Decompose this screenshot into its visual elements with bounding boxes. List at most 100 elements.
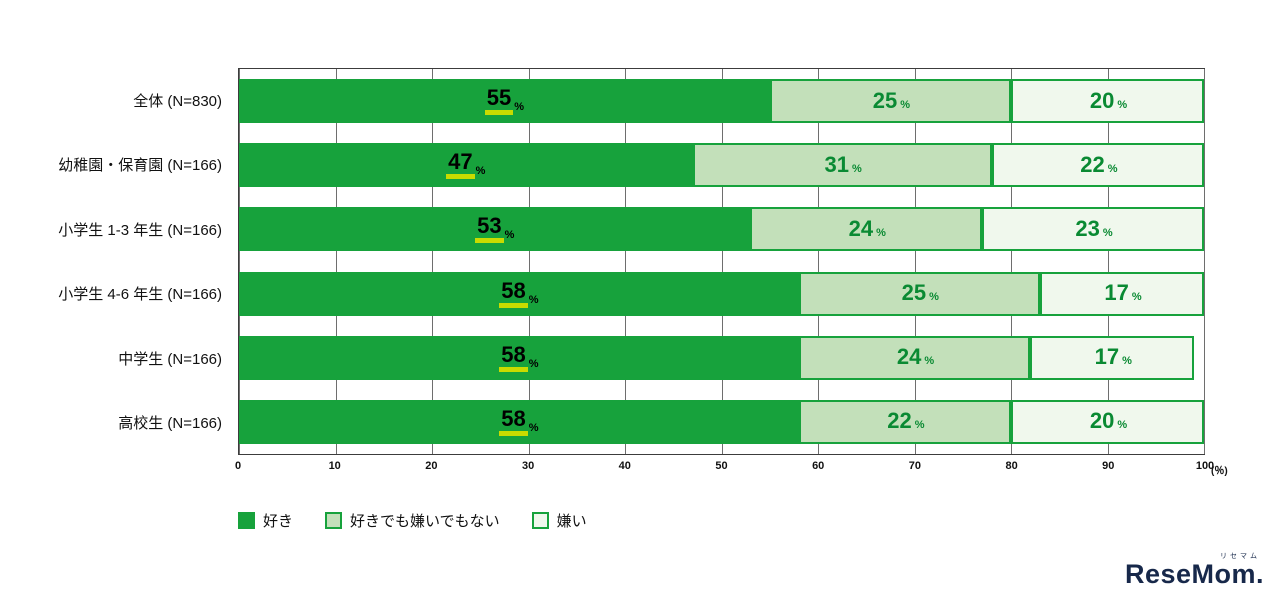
value-label: 17% xyxy=(1093,346,1132,369)
x-axis: 0 10 20 30 40 50 60 70 80 90 100 (％) xyxy=(235,460,1228,478)
axis-tick-label: 40 xyxy=(618,460,631,472)
value-number: 53 xyxy=(475,215,504,244)
legend-item: 好きでも嫌いでもない xyxy=(325,510,500,531)
category-label: 全体 (N=830) xyxy=(133,92,222,110)
bar-segment: 58% xyxy=(239,271,799,316)
axis-tick-label: 20 xyxy=(425,460,438,472)
value-label: 58% xyxy=(499,279,539,308)
bar-segment: 22% xyxy=(991,143,1204,188)
percent-sign: % xyxy=(528,293,539,306)
bar-segment: 25% xyxy=(769,79,1011,124)
gridline xyxy=(239,69,240,454)
legend-swatch xyxy=(325,512,343,529)
percent-sign: % xyxy=(900,98,910,111)
axis-tick-label: 30 xyxy=(521,460,535,472)
value-label: 22% xyxy=(885,410,924,433)
bar-row: 53% 24% 23% xyxy=(239,197,1204,261)
percent-sign: % xyxy=(504,229,515,242)
value-label: 58% xyxy=(499,343,539,372)
bar-segment: 58% xyxy=(239,335,799,380)
bar-segment: 47% xyxy=(239,143,693,188)
percent-sign: % xyxy=(914,419,925,432)
percent-sign: % xyxy=(1117,98,1128,111)
value-number: 22 xyxy=(1080,151,1105,177)
gridline xyxy=(721,69,723,454)
percent-sign: % xyxy=(514,101,524,114)
value-number: 23 xyxy=(1075,215,1100,241)
gridline xyxy=(818,69,819,454)
bar-segment: 24% xyxy=(798,335,1031,380)
value-number: 20 xyxy=(1089,87,1115,113)
bar-row: 55% 25% 20% xyxy=(239,69,1204,133)
legend-label: 好き xyxy=(263,513,294,530)
gridline xyxy=(914,69,916,454)
axis-tick-label: 90 xyxy=(1102,460,1115,472)
percent-sign: % xyxy=(1131,291,1142,304)
value-label: 24% xyxy=(847,217,886,241)
bar-segment: 22% xyxy=(798,399,1011,444)
bar-row: 58% 24% 17% xyxy=(239,326,1204,390)
value-label: 22% xyxy=(1078,151,1118,177)
axis-tick-label: 80 xyxy=(1005,460,1018,472)
stacked-bar: 53% 24% 23% xyxy=(239,207,1204,252)
gridline xyxy=(528,69,530,454)
bar-row: 58% 25% 17% xyxy=(239,262,1204,326)
gridline xyxy=(1011,69,1012,454)
axis-tick-label: 60 xyxy=(812,460,825,472)
value-label: 17% xyxy=(1102,282,1141,305)
value-number: 17 xyxy=(1094,344,1120,370)
gridline xyxy=(335,69,337,454)
legend-swatch xyxy=(531,512,549,529)
axis-tick-label: 70 xyxy=(908,460,922,472)
axis-tick-label: 10 xyxy=(328,460,341,472)
category-label: 中学生 (N=166) xyxy=(118,350,222,368)
value-number: 31 xyxy=(824,151,849,177)
value-label: 25% xyxy=(900,282,939,305)
bar-segment: 58% xyxy=(239,399,799,444)
category-label-column: 全体 (N=830) 幼稚園・保育園 (N=166) 小学生 1-3 年生 (N=1… xyxy=(0,68,230,455)
bar-segment: 55% xyxy=(239,79,770,124)
value-number: 25 xyxy=(901,280,927,306)
legend: 好き 好きでも嫌いでもない 嫌い xyxy=(238,510,587,531)
stacked-bar: 55% 25% 20% xyxy=(239,79,1204,124)
value-label: 53% xyxy=(475,215,515,244)
bar-segment: 23% xyxy=(982,207,1204,252)
value-number: 58 xyxy=(499,343,528,372)
bar-row: 58% 22% 20% xyxy=(239,390,1204,454)
legend-label: 好きでも嫌いでもない xyxy=(350,513,500,530)
value-label: 20% xyxy=(1088,87,1128,113)
bar-segment: 17% xyxy=(1039,271,1204,316)
gridline xyxy=(1204,69,1205,454)
value-label: 31% xyxy=(822,151,862,177)
axis-tick-label: 50 xyxy=(715,460,728,472)
value-label: 55% xyxy=(484,87,524,116)
value-label: 47% xyxy=(446,151,485,180)
logo-wordmark: ReseMom. xyxy=(1124,559,1264,589)
bar-segment: 25% xyxy=(798,271,1040,316)
value-number: 24 xyxy=(896,344,922,370)
gridlines xyxy=(239,69,1205,454)
bar-row: 47% 31% 22% xyxy=(239,133,1204,197)
bar-segment: 31% xyxy=(692,143,992,188)
category-label: 幼稚園・保育園 (N=166) xyxy=(58,157,222,175)
percent-sign: % xyxy=(929,291,939,304)
value-label: 25% xyxy=(871,89,910,113)
legend-item: 嫌い xyxy=(531,510,587,531)
value-label: 24% xyxy=(895,346,934,369)
resemom-logo: リセマム ReseMom. xyxy=(1125,551,1264,588)
category-label: 小学生 4-6 年生 (N=166) xyxy=(58,286,222,304)
stacked-bar: 58% 22% 20% xyxy=(239,399,1204,444)
value-number: 58 xyxy=(499,279,528,308)
gridline xyxy=(432,69,433,454)
axis-tick-label: 100 xyxy=(1195,460,1215,472)
value-number: 17 xyxy=(1104,280,1129,306)
percent-sign: % xyxy=(1117,419,1128,432)
percent-sign: % xyxy=(528,421,539,434)
percent-sign: % xyxy=(528,357,539,370)
value-label: 58% xyxy=(499,407,539,436)
percent-sign: % xyxy=(1107,162,1118,175)
percent-sign: % xyxy=(851,162,862,175)
percent-sign: % xyxy=(924,355,935,368)
stacked-bar: 47% 31% 22% xyxy=(239,143,1204,188)
